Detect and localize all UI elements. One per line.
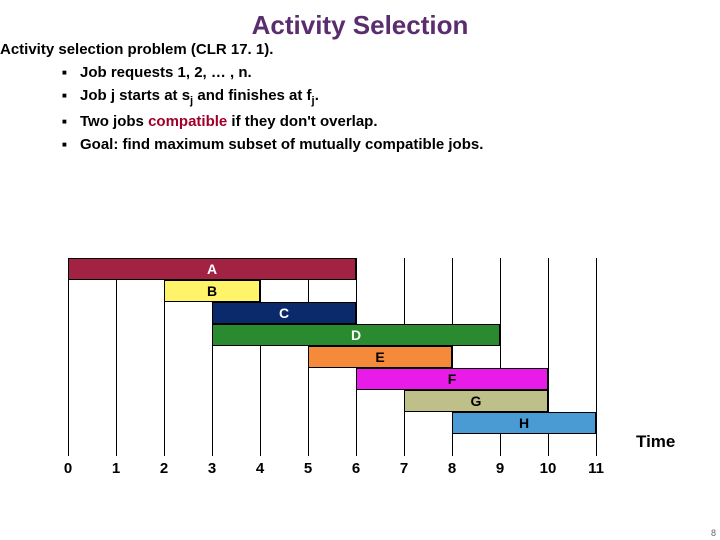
activity-bar-h: H — [452, 412, 596, 434]
page-number: 8 — [711, 528, 716, 538]
activity-bar-b: B — [164, 280, 260, 302]
activity-bar-e: E — [308, 346, 452, 368]
list-item: Goal: find maximum subset of mutually co… — [80, 136, 720, 153]
list-item: Job j starts at sj and finishes at fj. — [80, 87, 720, 107]
tick-label: 4 — [256, 460, 264, 477]
list-item: Two jobs compatible if they don't overla… — [80, 113, 720, 130]
tick-label: 10 — [540, 460, 557, 477]
tick-label: 7 — [400, 460, 408, 477]
bullet-list: Job requests 1, 2, … , n. Job j starts a… — [44, 64, 720, 153]
tick-label: 2 — [160, 460, 168, 477]
tick-label: 9 — [496, 460, 504, 477]
activity-bar-f: F — [356, 368, 548, 390]
activity-bar-d: D — [212, 324, 500, 346]
tick-label: 11 — [588, 460, 604, 477]
slide-title: Activity Selection — [0, 0, 720, 41]
grid-line — [116, 258, 117, 456]
tick-label: 0 — [64, 460, 72, 477]
slide-subtitle: Activity selection problem (CLR 17. 1). — [0, 41, 720, 58]
grid-line — [260, 258, 261, 456]
tick-label: 5 — [304, 460, 312, 477]
grid-line — [596, 258, 597, 456]
activity-chart: ABCDEFGH01234567891011Time — [68, 258, 628, 478]
tick-label: 3 — [208, 460, 216, 477]
tick-label: 8 — [448, 460, 456, 477]
list-item: Job requests 1, 2, … , n. — [80, 64, 720, 81]
activity-bar-c: C — [212, 302, 356, 324]
tick-label: 1 — [112, 460, 120, 477]
grid-line — [68, 258, 69, 456]
activity-bar-g: G — [404, 390, 548, 412]
tick-label: 6 — [352, 460, 360, 477]
axis-label-time: Time — [636, 432, 675, 452]
activity-bar-a: A — [68, 258, 356, 280]
